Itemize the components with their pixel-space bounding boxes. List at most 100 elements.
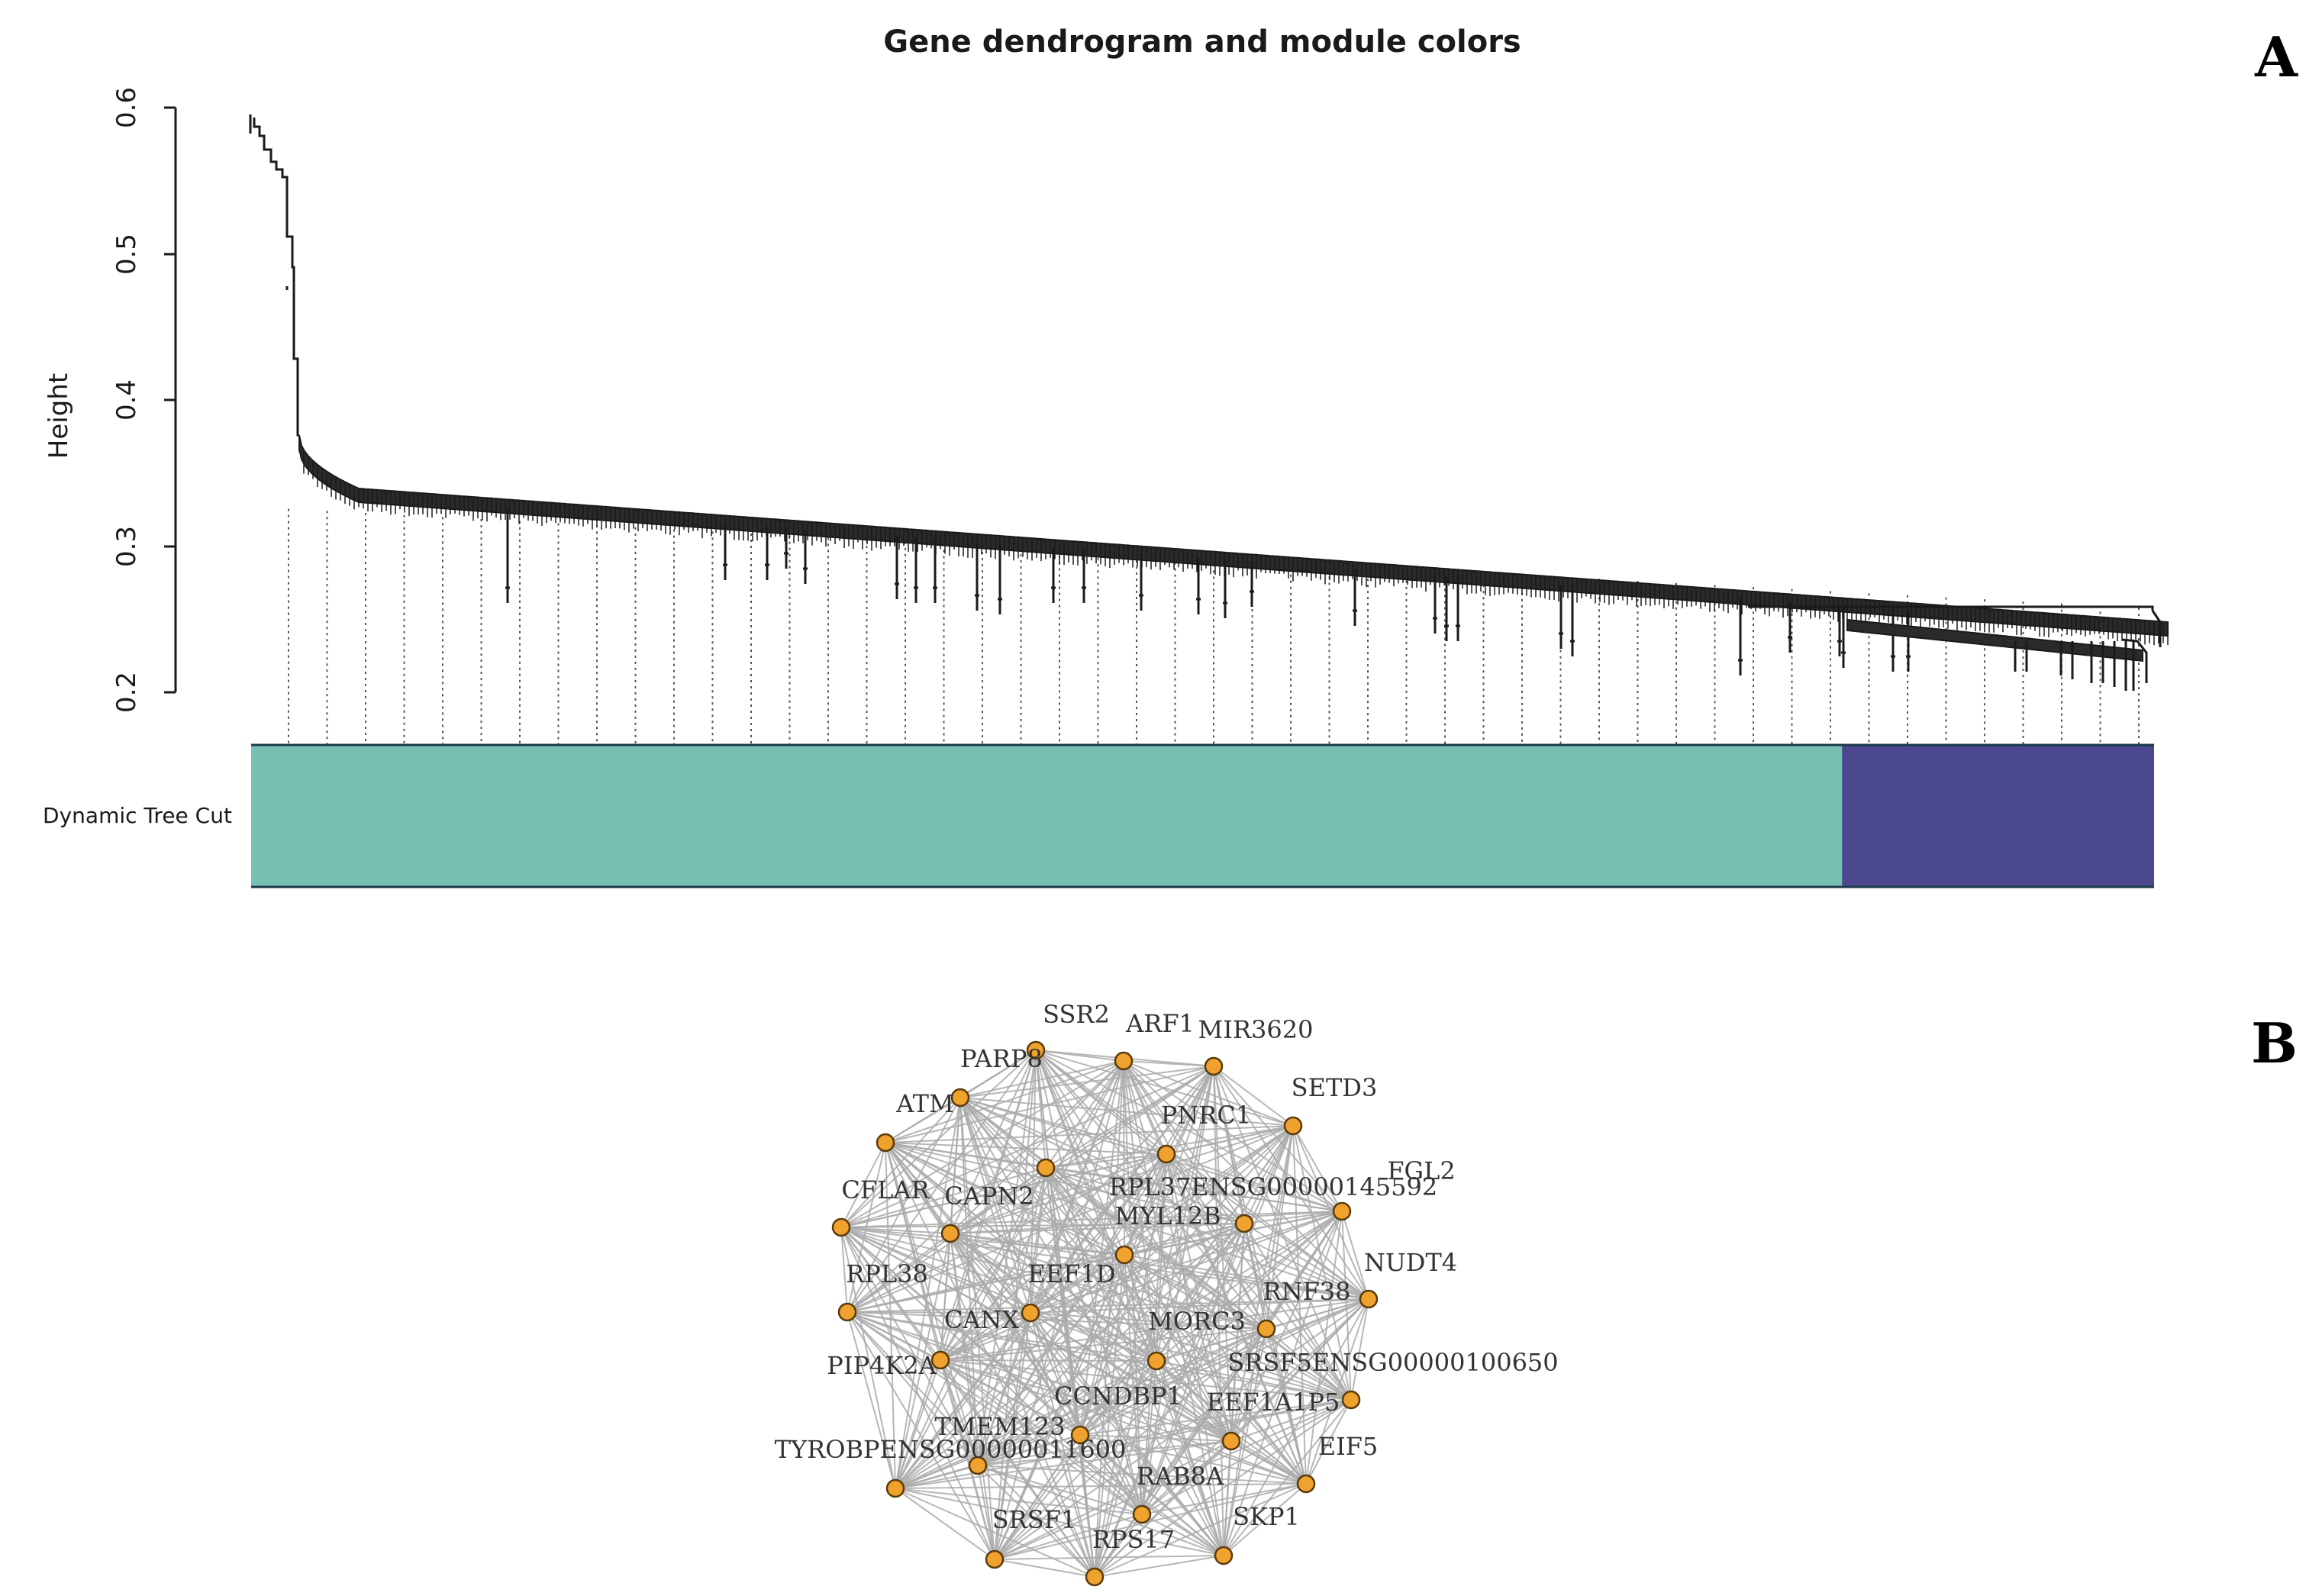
network-edge [1213, 1066, 1294, 1127]
node-nudt4 [1359, 1289, 1379, 1309]
node-canx [1021, 1303, 1040, 1323]
network-edge [840, 1153, 1167, 1228]
network-edge [1124, 1254, 1143, 1515]
network-edge [1045, 1167, 1245, 1224]
network-edge [994, 1066, 1214, 1560]
network-edge [940, 1359, 979, 1466]
node-label-pip4k2a: PIP4K2A [827, 1351, 937, 1380]
network-edge [1035, 1049, 1369, 1300]
network-edge [940, 1153, 1167, 1361]
network-edge [847, 1153, 1167, 1313]
network-edge [1079, 1360, 1157, 1436]
dendrogram-right-link [2151, 610, 2162, 647]
network-edge [895, 1440, 1232, 1489]
network-edge [1030, 1223, 1245, 1314]
network-edge [994, 1312, 1031, 1560]
network-edge [959, 1097, 1081, 1436]
network-edge [959, 1097, 1167, 1155]
node-mir3620 [1204, 1056, 1224, 1076]
network-edge [994, 1483, 1307, 1560]
network-edge [950, 1223, 1245, 1234]
network-edge [1079, 1434, 1232, 1442]
network-edge [959, 1060, 1124, 1098]
network-edge [1094, 1254, 1125, 1578]
network-edge [1030, 1312, 1157, 1362]
network-edge [1156, 1125, 1294, 1362]
network-edge [1166, 1153, 1307, 1485]
network-edge [940, 1359, 1081, 1436]
node-label-tmem123: TMEM123 [934, 1412, 1065, 1441]
network-edge [1166, 1153, 1343, 1212]
node-label-fgl2: FGL2 [1387, 1156, 1455, 1185]
network-edge [1350, 1298, 1369, 1401]
network-edge [1094, 1399, 1352, 1578]
node-label-nudt4: NUDT4 [1364, 1248, 1457, 1277]
dendrogram-title: Gene dendrogram and module colors [883, 24, 1521, 60]
network-edge [977, 1465, 1143, 1515]
network-edge [1079, 1434, 1143, 1515]
node-morc3 [1146, 1351, 1166, 1371]
network-edge [1030, 1312, 1081, 1436]
network-edge [959, 1097, 1245, 1224]
network-edge [840, 1227, 1369, 1300]
network-edge [1243, 1223, 1307, 1485]
node-label-eef1a1p5: EEF1A1P5 [1207, 1388, 1340, 1417]
network-edge [1094, 1514, 1143, 1578]
network-edge [940, 1125, 1294, 1361]
network-edge [895, 1125, 1294, 1489]
network-edge [1094, 1483, 1307, 1578]
network-edge [840, 1167, 1047, 1228]
network-edge [1243, 1211, 1343, 1224]
node-tyrobpensg00000011600 [885, 1478, 905, 1498]
network-edge [840, 1227, 979, 1466]
network-edge [977, 1328, 1267, 1466]
network-edge [1230, 1399, 1352, 1442]
network-edge [1266, 1328, 1352, 1401]
y-tick-label: 0.6 [111, 87, 142, 128]
network-edge [1030, 1312, 1267, 1330]
network-edge [1030, 1312, 1143, 1515]
network-edge [847, 1298, 1369, 1313]
node-label-eif5: EIF5 [1318, 1432, 1379, 1461]
node-label-setd3: SETD3 [1292, 1073, 1378, 1102]
dendrogram-right-cluster [1846, 618, 2143, 663]
network-edge [940, 1211, 1343, 1361]
network-edge [895, 1483, 1307, 1489]
node-parp8 [950, 1088, 970, 1108]
network-edge [1156, 1328, 1267, 1362]
network-edge [895, 1488, 995, 1560]
node-rpl38 [837, 1302, 857, 1322]
network-edge [895, 1328, 1267, 1489]
network-edge [940, 1359, 1307, 1485]
node-rab8a [1132, 1504, 1152, 1524]
network-edge [847, 1223, 1245, 1313]
node-cflar [831, 1217, 851, 1237]
network-edge [885, 1125, 1294, 1143]
network-edge [994, 1514, 1143, 1560]
network-edge [940, 1298, 1369, 1361]
network-edge [950, 1233, 1125, 1256]
node-eif5 [1296, 1474, 1316, 1494]
y-axis: 0.2 0.3 0.4 0.5 0.6 Height [44, 87, 177, 713]
dendrogram-sub-branch [2121, 638, 2148, 683]
network-edge [994, 1555, 1224, 1560]
network-edge [1223, 1483, 1307, 1556]
network-edge [1305, 1211, 1343, 1485]
network-edge [847, 1254, 1125, 1313]
node-rpl37ensg00000145592 [1332, 1201, 1352, 1221]
network-edge [1266, 1328, 1307, 1485]
network-edge [840, 1066, 1214, 1228]
network-edge [1124, 1223, 1245, 1256]
network-edge [895, 1488, 1143, 1515]
network-edge [885, 1142, 1167, 1155]
node-label-rab8a: RAB8A [1137, 1462, 1224, 1491]
network-edge [959, 1066, 1214, 1098]
network-edge [1045, 1167, 1343, 1212]
network-edge [950, 1233, 1157, 1362]
dendrogram-right-link [1748, 605, 2154, 611]
network-edge [940, 1312, 1031, 1361]
network-edge [840, 1211, 1343, 1228]
node-label-mir3620: MIR3620 [1198, 1015, 1314, 1044]
